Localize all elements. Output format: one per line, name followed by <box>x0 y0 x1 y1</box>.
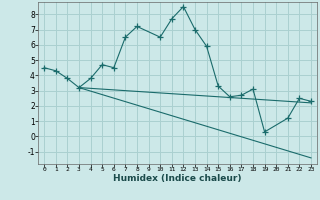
X-axis label: Humidex (Indice chaleur): Humidex (Indice chaleur) <box>113 174 242 183</box>
